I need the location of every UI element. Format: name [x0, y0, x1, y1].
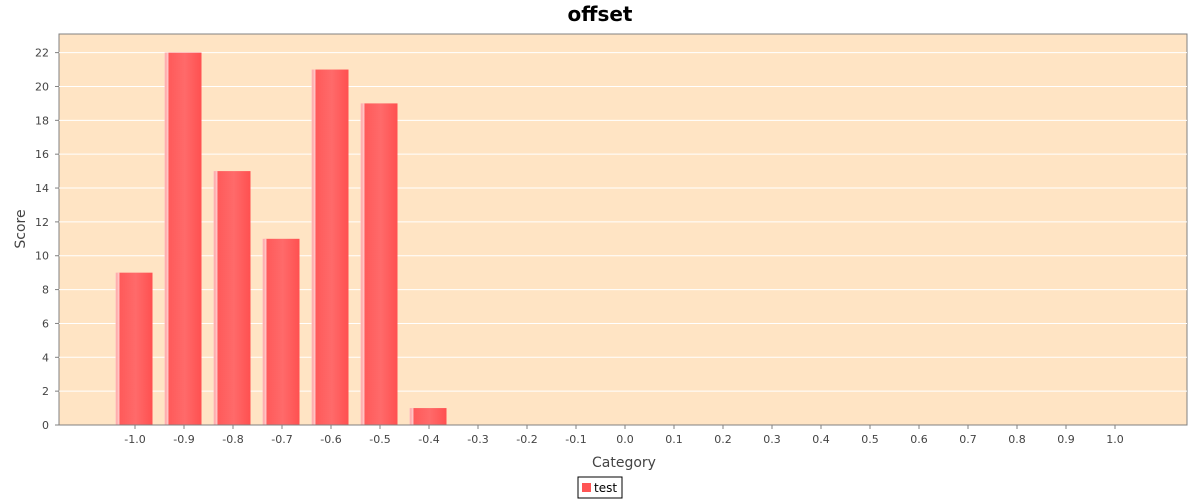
x-tick-label: 0.9 — [1057, 433, 1075, 446]
bar-highlight — [215, 171, 218, 425]
bar-highlight — [117, 272, 120, 425]
y-tick-label: 6 — [42, 317, 49, 330]
bars — [115, 52, 447, 426]
y-tick-label: 10 — [35, 250, 49, 263]
bar — [360, 103, 398, 426]
y-tick-label: 16 — [35, 148, 49, 161]
x-tick-label: -0.3 — [467, 433, 488, 446]
y-axis-label: Score — [13, 209, 29, 248]
x-axis: -1.0 -0.9 -0.8 -0.7 -0.6 -0.5 -0.4 -0.3 -0.2 -0.1… — [59, 424, 1187, 446]
bar-highlight — [264, 238, 267, 425]
x-tick-label: -0.2 — [516, 433, 537, 446]
x-tick-label: -0.4 — [418, 433, 439, 446]
bar-highlight — [411, 408, 414, 425]
y-tick-label: 4 — [42, 351, 49, 364]
bar — [213, 171, 251, 425]
legend-swatch — [582, 483, 591, 492]
legend: test — [577, 476, 623, 499]
bar — [262, 238, 300, 425]
bar — [115, 272, 153, 425]
y-axis: 0 2 4 6 8 10 12 14 16 18 20 22 — [35, 47, 59, 432]
legend-box — [577, 476, 623, 499]
bar-highlight — [362, 103, 365, 426]
y-tick-label: 8 — [42, 284, 49, 297]
bar-highlight — [166, 52, 169, 425]
x-tick-label: 0.5 — [861, 433, 879, 446]
x-tick-label: 0.6 — [910, 433, 928, 446]
x-tick-label: -0.6 — [320, 433, 341, 446]
y-tick-label: 0 — [42, 419, 49, 432]
x-tick-label: 0.3 — [763, 433, 781, 446]
x-tick-label: 0.0 — [616, 433, 634, 446]
bar-highlight — [313, 69, 316, 425]
x-tick-label: -0.7 — [271, 433, 292, 446]
x-tick-label: 0.4 — [812, 433, 830, 446]
y-tick-label: 12 — [35, 216, 49, 229]
bar — [409, 408, 447, 425]
y-tick-label: 20 — [35, 80, 49, 93]
x-tick-label: -1.0 — [124, 433, 145, 446]
x-tick-label: 0.7 — [959, 433, 977, 446]
x-tick-label: 0.8 — [1008, 433, 1026, 446]
bar — [311, 69, 349, 425]
x-axis-label: Category — [592, 455, 656, 471]
x-tick-label: 0.2 — [714, 433, 732, 446]
bar — [164, 52, 202, 425]
x-tick-label: 0.1 — [665, 433, 683, 446]
chart-title: offset — [568, 2, 633, 26]
x-tick-label: -0.9 — [173, 433, 194, 446]
x-tick-label: -0.1 — [565, 433, 586, 446]
x-tick-label: -0.8 — [222, 433, 243, 446]
y-tick-label: 14 — [35, 182, 49, 195]
y-tick-label: 22 — [35, 47, 49, 60]
x-tick-label: 1.0 — [1106, 433, 1124, 446]
legend-label: test — [594, 481, 617, 495]
y-tick-label: 2 — [42, 385, 49, 398]
y-tick-label: 18 — [35, 114, 49, 127]
x-tick-label: -0.5 — [369, 433, 390, 446]
